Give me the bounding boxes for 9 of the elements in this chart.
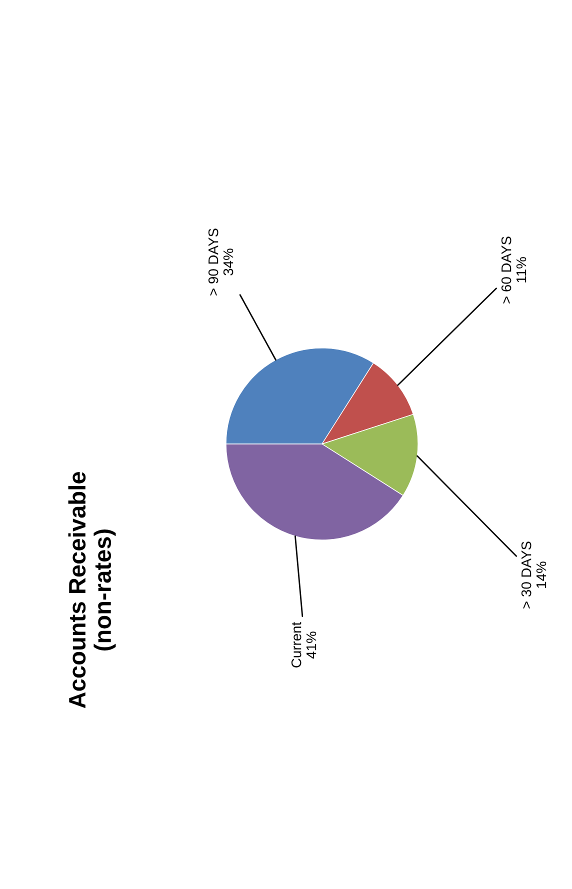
data-label: 41% <box>306 632 316 659</box>
data-label: 11% <box>516 257 526 282</box>
slice-label: Current <box>291 622 302 668</box>
text: Accounts Receivable (non-rates) <box>68 472 116 708</box>
slice-label: > 60 DAYS <box>501 236 512 304</box>
data-label: 14% <box>536 562 546 588</box>
slice-label: > 30 DAYS <box>521 542 532 608</box>
data-label: 34% <box>223 248 234 276</box>
slice-label: > 90 DAYS <box>208 228 218 296</box>
